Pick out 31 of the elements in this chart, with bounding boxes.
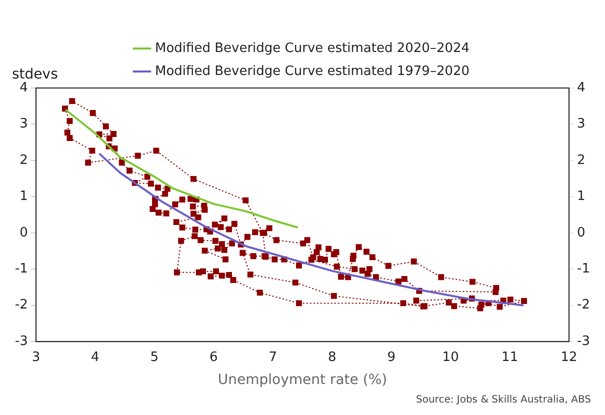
y-tick-label: 0 xyxy=(20,225,28,240)
x-tick-label: 6 xyxy=(210,350,218,365)
x-tick-label: 8 xyxy=(328,350,336,365)
x-tick-label: 7 xyxy=(268,350,278,365)
y-tick-label: 2 xyxy=(20,152,28,168)
y-tick-label: -2 xyxy=(14,298,28,313)
x-tick-label: 3 xyxy=(32,350,40,365)
legend-label: Modified Beveridge Curve estimated 1979–2020 xyxy=(154,64,470,79)
y2-tick-label: 2 xyxy=(577,152,586,168)
x-tick-label: 9 xyxy=(387,350,396,365)
y-tick-label: -3 xyxy=(14,334,28,349)
y2-tick-label: 4 xyxy=(577,80,586,96)
y2-tick-label: 1 xyxy=(577,189,586,204)
y2-tick-label: -2 xyxy=(577,298,590,313)
y-tick-label: 1 xyxy=(20,189,28,204)
y2-tick-label: 0 xyxy=(577,225,586,240)
y-tick-label: 3 xyxy=(20,116,28,132)
x-tick-label: 10 xyxy=(442,350,459,365)
legend-label: Modified Beveridge Curve estimated 2020–2024 xyxy=(154,40,470,56)
source-note: Source: Jobs & Skills Australia, ABS xyxy=(416,394,591,406)
y-tick-label: 4 xyxy=(20,80,28,96)
y2-tick-label: -1 xyxy=(577,262,590,277)
x-tick-label: 12 xyxy=(560,350,578,365)
y2-tick-label: -3 xyxy=(577,334,590,349)
y-axis-title: stdevs xyxy=(12,66,58,83)
y-tick-label: -1 xyxy=(14,262,28,277)
y2-tick-label: 3 xyxy=(577,116,586,132)
x-tick-label: 11 xyxy=(502,350,518,365)
x-tick-label: 5 xyxy=(150,350,159,365)
x-tick-label: 4 xyxy=(91,350,100,365)
x-axis-title: Unemployment rate (%) xyxy=(218,372,388,388)
